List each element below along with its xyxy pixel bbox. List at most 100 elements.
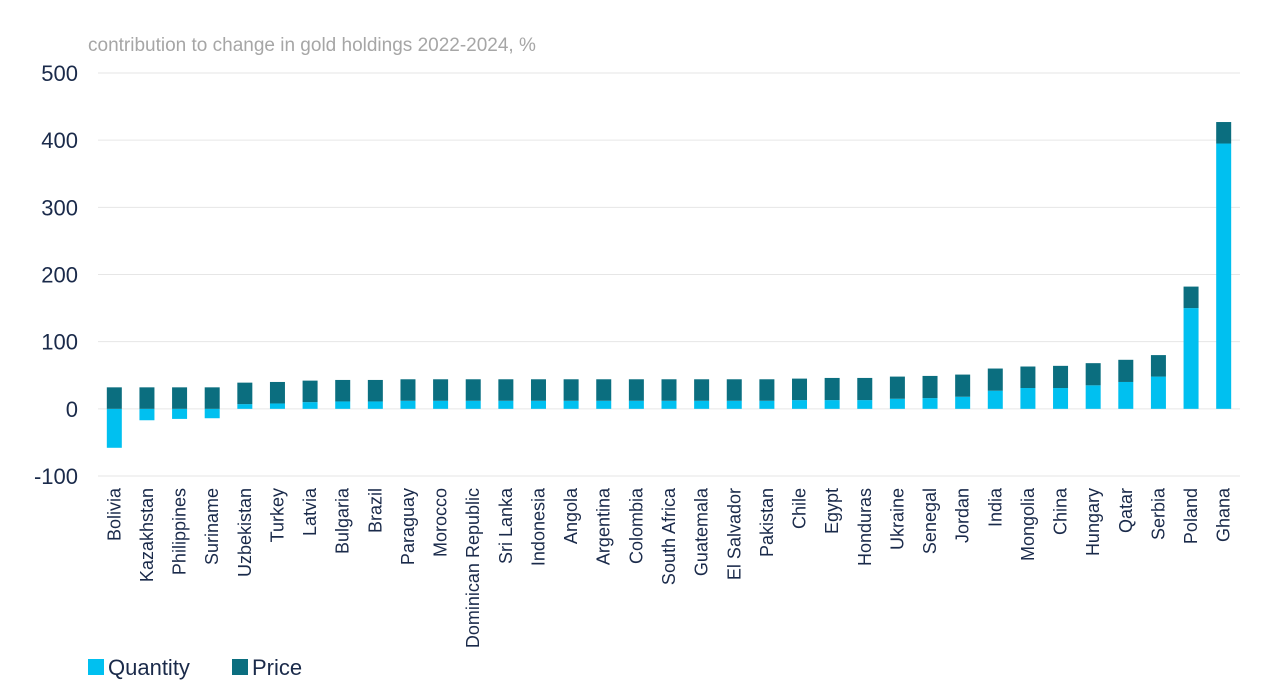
x-tick-label: Mongolia — [1018, 487, 1038, 561]
x-tick-label: Serbia — [1148, 487, 1168, 540]
bar-quantity — [1216, 143, 1232, 409]
bar-price — [694, 379, 710, 401]
bar-price — [1183, 286, 1199, 309]
x-tick-label: Guatemala — [692, 487, 712, 576]
x-tick-label: Latvia — [300, 487, 320, 536]
bars — [106, 122, 1232, 448]
bar-price — [465, 379, 481, 401]
x-tick-label: South Africa — [659, 487, 679, 585]
bar-price — [237, 382, 253, 405]
bar-quantity — [335, 401, 351, 409]
x-tick-label: Ghana — [1214, 487, 1234, 542]
bar-quantity — [1183, 308, 1199, 409]
bar-quantity — [465, 400, 481, 409]
x-tick-label: Suriname — [202, 488, 222, 565]
x-tick-label: Dominican Republic — [463, 488, 483, 648]
x-tick-label: India — [985, 487, 1005, 527]
bar-quantity — [172, 408, 188, 419]
bar-price — [1020, 366, 1036, 389]
bar-quantity — [237, 404, 253, 409]
bar-quantity — [269, 403, 285, 409]
bar-quantity — [563, 400, 579, 409]
bar-quantity — [400, 400, 416, 409]
bar-price — [726, 379, 742, 401]
bar-price — [335, 379, 351, 402]
bar-quantity — [498, 400, 514, 409]
legend-swatch-price — [232, 659, 248, 675]
x-tick-label: Indonesia — [528, 487, 548, 566]
bar-quantity — [726, 400, 742, 409]
x-tick-label: Ukraine — [887, 488, 907, 550]
bar-price — [987, 368, 1003, 391]
bar-price — [628, 379, 644, 401]
bar-quantity — [367, 401, 383, 409]
bar-price — [1150, 355, 1166, 377]
y-tick-label: -100 — [34, 464, 78, 489]
x-tick-label: El Salvador — [724, 488, 744, 580]
bar-quantity — [1020, 388, 1036, 409]
x-tick-label: Turkey — [267, 488, 287, 542]
bar-quantity — [792, 400, 808, 409]
legend: Quantity Price — [88, 655, 302, 680]
y-tick-label: 300 — [41, 195, 78, 220]
bar-price — [172, 387, 188, 409]
bar-quantity — [204, 408, 220, 419]
bar-quantity — [759, 400, 775, 409]
x-tick-label: Poland — [1181, 488, 1201, 544]
x-tick-label: Jordan — [953, 488, 973, 543]
x-tick-label: Colombia — [626, 487, 646, 564]
y-tick-label: 0 — [66, 397, 78, 422]
bar-quantity — [433, 400, 449, 409]
bar-price — [955, 374, 971, 397]
x-tick-label: Pakistan — [757, 488, 777, 557]
x-tick-label: Argentina — [594, 487, 614, 565]
x-tick-label: Bulgaria — [333, 487, 353, 554]
bar-quantity — [1053, 388, 1069, 409]
y-axis: 500 400 300 200 100 0 -100 — [34, 61, 78, 489]
bar-quantity — [955, 396, 971, 409]
x-tick-label: Paraguay — [398, 488, 418, 565]
x-tick-label: Uzbekistan — [235, 488, 255, 577]
bar-quantity — [1150, 376, 1166, 409]
bar-quantity — [661, 400, 677, 409]
bar-quantity — [139, 408, 155, 421]
chart-title: contribution to change in gold holdings … — [88, 35, 536, 56]
bar-quantity — [922, 398, 938, 409]
x-tick-label: Sri Lanka — [496, 487, 516, 564]
bar-quantity — [987, 390, 1003, 409]
bar-price — [759, 379, 775, 401]
bar-price — [661, 379, 677, 401]
bar-quantity — [889, 398, 905, 409]
bar-price — [106, 387, 122, 409]
bar-price — [204, 387, 220, 409]
x-tick-label: Brazil — [365, 488, 385, 533]
bar-price — [139, 387, 155, 409]
bar-price — [1085, 363, 1101, 386]
bar-price — [596, 379, 612, 401]
bar-quantity — [302, 402, 318, 409]
bar-price — [433, 379, 449, 401]
bar-quantity — [857, 400, 873, 409]
x-tick-label: Philippines — [170, 488, 190, 575]
bar-quantity — [1085, 385, 1101, 409]
bar-price — [530, 379, 546, 401]
legend-swatch-quantity — [88, 659, 104, 675]
bar-quantity — [1118, 381, 1134, 409]
x-tick-label: Bolivia — [104, 487, 124, 541]
bar-quantity — [106, 408, 122, 448]
bar-price — [563, 379, 579, 401]
bar-quantity — [694, 400, 710, 409]
bar-quantity — [628, 400, 644, 409]
bar-price — [1118, 359, 1134, 382]
bar-price — [889, 376, 905, 399]
gridlines — [98, 72, 1240, 477]
bar-price — [824, 377, 840, 401]
bar-price — [1053, 365, 1069, 389]
x-tick-label: Hungary — [1083, 488, 1103, 556]
y-tick-label: 500 — [41, 61, 78, 86]
y-tick-label: 400 — [41, 128, 78, 153]
y-tick-label: 200 — [41, 263, 78, 288]
x-axis: Bolivia Kazakhstan Philippines Suriname Uzbe… — [104, 487, 1233, 648]
x-tick-label: China — [1051, 487, 1071, 535]
